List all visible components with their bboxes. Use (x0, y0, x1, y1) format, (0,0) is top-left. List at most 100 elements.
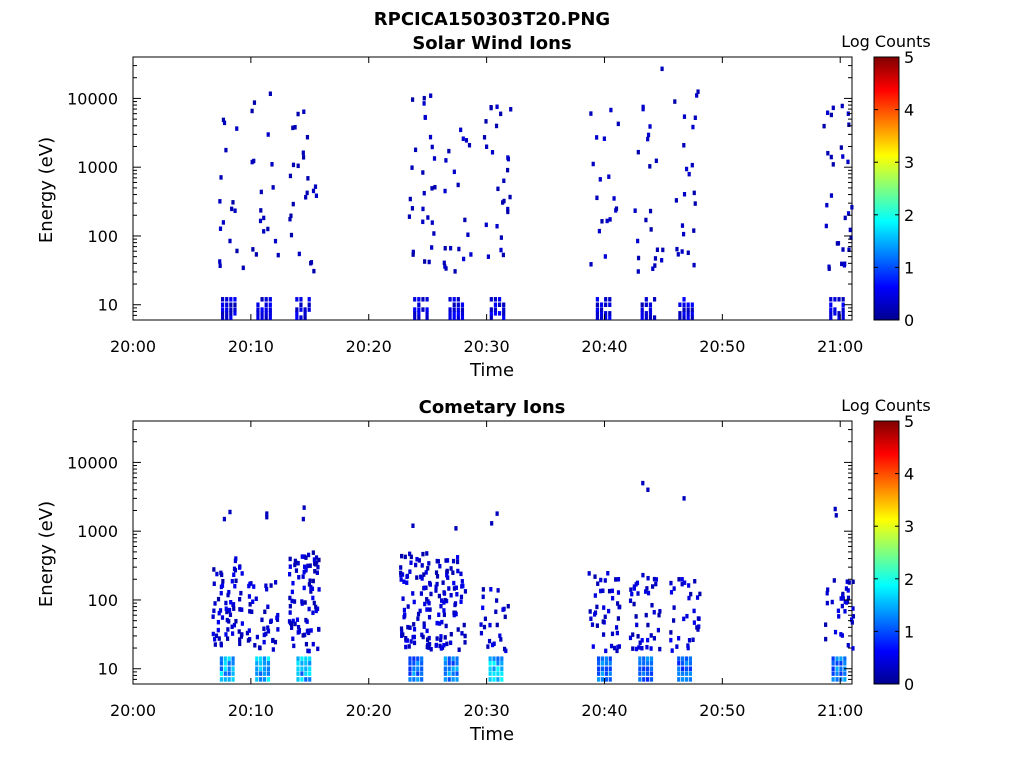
heatmap-cell (313, 569, 317, 574)
heatmap-cell (641, 106, 645, 112)
heatmap-cell (642, 677, 646, 682)
heatmap-cell (218, 259, 222, 264)
heatmap-cell (265, 514, 269, 520)
heatmap-cell (488, 671, 492, 676)
heatmap-cell (314, 193, 319, 199)
heatmap-cell (693, 115, 697, 120)
heatmap-cell (496, 677, 500, 682)
heatmap-cell (596, 677, 601, 682)
heatmap-cell (439, 603, 443, 609)
heatmap-cell (843, 609, 847, 614)
heatmap-cell (413, 315, 417, 320)
heatmap-cell (411, 249, 415, 255)
heatmap-cell (681, 656, 685, 661)
heatmap-cell (303, 311, 307, 316)
heatmap-cell (309, 628, 313, 633)
heatmap-cell (499, 111, 503, 117)
heatmap-cell (501, 607, 505, 612)
heatmap-cell (637, 645, 641, 650)
heatmap-cell (219, 656, 224, 661)
heatmap-cell (454, 585, 458, 591)
heatmap-cell (316, 646, 320, 652)
heatmap-cell (595, 302, 600, 307)
heatmap-cell (593, 593, 597, 598)
heatmap-cell (660, 66, 664, 72)
heatmap-cell (595, 604, 599, 610)
heatmap-cell (638, 661, 642, 666)
heatmap-cell (449, 631, 453, 637)
heatmap-cell (256, 302, 260, 307)
heatmap-cell (677, 656, 681, 661)
heatmap-cell (447, 586, 451, 591)
heatmap-cell (227, 671, 231, 676)
heatmap-cell (427, 645, 431, 650)
heatmap-cell (273, 639, 278, 645)
heatmap-cell (608, 656, 612, 661)
heatmap-cell (646, 666, 650, 671)
heatmap-cell (488, 666, 492, 671)
heatmap-cell (600, 677, 605, 682)
heatmap-cell (638, 640, 642, 645)
heatmap-cell (430, 245, 434, 250)
heatmap-cell (630, 591, 634, 597)
heatmap-cell (496, 588, 500, 593)
heatmap-cell (840, 261, 844, 267)
heatmap-cell (469, 252, 473, 257)
heatmap-cell (678, 315, 682, 320)
heatmap-cell (223, 671, 227, 676)
heatmap-cell (301, 633, 305, 638)
y-axis: 10 100 1000 10000 (67, 56, 852, 321)
heatmap-cell (499, 235, 503, 240)
heatmap-cell (231, 677, 235, 682)
heatmap-cell (614, 206, 619, 211)
heatmap-cell (646, 661, 650, 666)
heatmap-cell (452, 586, 457, 591)
heatmap-cell (456, 297, 460, 302)
heatmap-cell (409, 560, 413, 565)
heatmap-cell (411, 634, 415, 640)
heatmap-cell (417, 307, 421, 312)
heatmap-cell (490, 150, 495, 155)
heatmap-cell (445, 572, 449, 578)
heatmap-cell (313, 562, 317, 567)
heatmap-cell (408, 656, 412, 661)
heatmap-cell (677, 661, 681, 666)
heatmap-cell (839, 632, 843, 637)
heatmap-cell (459, 594, 464, 600)
heatmap-cell (596, 656, 601, 661)
heatmap-cell (842, 263, 846, 268)
heatmap-cell (652, 636, 657, 641)
heatmap-cell (677, 677, 681, 682)
x-tick-label: 20:50 (699, 701, 745, 720)
heatmap-cell (831, 666, 835, 671)
heatmap-cell (219, 661, 224, 666)
heatmap-cell (305, 619, 309, 624)
heatmap-cell (640, 638, 644, 643)
heatmap-cell (273, 580, 278, 585)
heatmap-cell (224, 600, 228, 606)
heatmap-cell (229, 599, 233, 605)
heatmap-cell (653, 263, 657, 268)
x-tick-label: 20:20 (346, 701, 392, 720)
heatmap-cell (418, 608, 422, 614)
heatmap-cell (240, 571, 244, 576)
heatmap-cell (589, 262, 593, 267)
heatmap-cell (419, 574, 423, 580)
heatmap-cell (829, 315, 833, 320)
heatmap-cell (227, 666, 231, 671)
colorbar-tick-label: 3 (904, 153, 914, 172)
heatmap-cell (432, 156, 437, 161)
heatmap-cell (430, 186, 434, 191)
heatmap-cell (315, 606, 320, 612)
heatmap-cell (296, 163, 300, 169)
heatmap-cell (600, 666, 605, 671)
heatmap-cell (443, 597, 447, 603)
heatmap-cell (452, 297, 456, 302)
heatmap-cell (305, 190, 309, 196)
heatmap-cell (687, 638, 692, 643)
heatmap-cell (610, 588, 614, 594)
heatmap-cell (412, 627, 417, 632)
heatmap-cell (839, 596, 843, 601)
heatmap-cell (404, 636, 408, 641)
heatmap-cell (439, 637, 443, 643)
